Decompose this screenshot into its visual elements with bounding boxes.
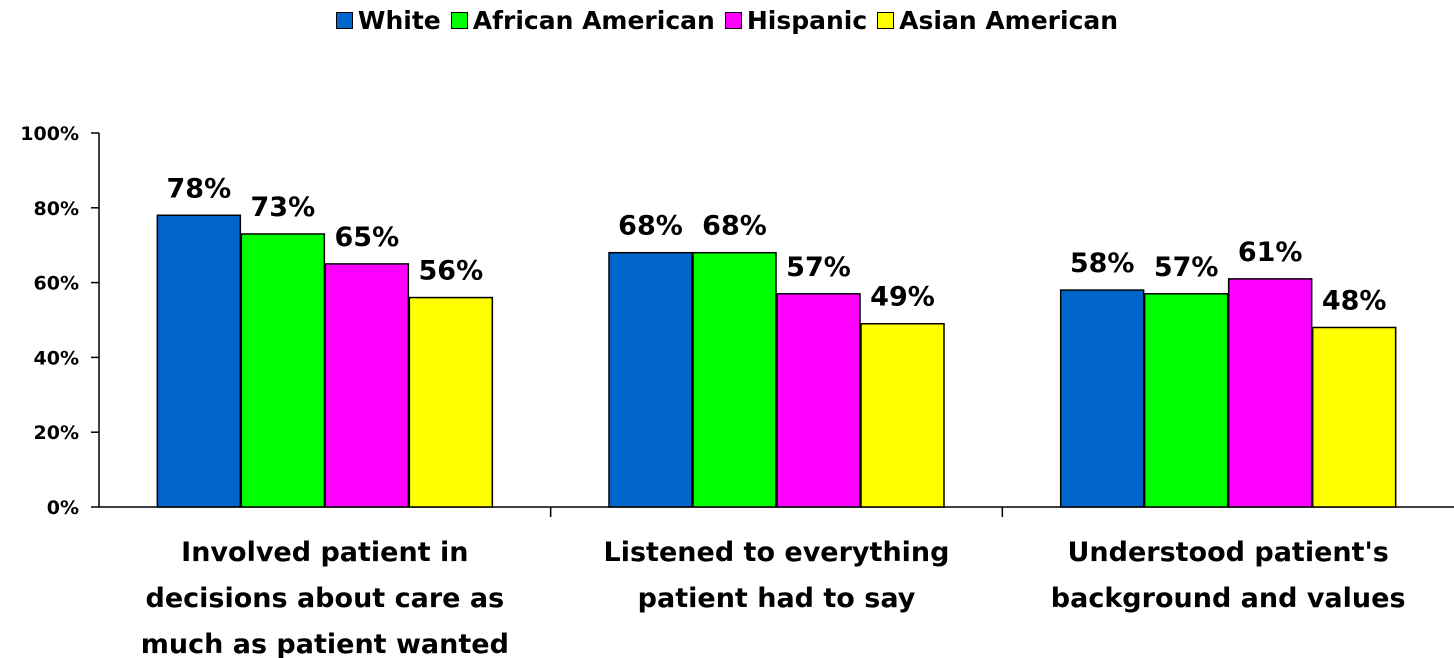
data-label: 73% xyxy=(251,192,316,223)
chart-legend: White African American Hispanic Asian Ameri… xyxy=(0,6,1454,35)
y-tick-label: 0% xyxy=(47,497,79,519)
bar-white xyxy=(156,214,242,508)
data-label: 56% xyxy=(419,256,484,287)
y-tick-label: 80% xyxy=(34,198,79,220)
bar-hispanic xyxy=(324,263,410,508)
y-tick-label: 40% xyxy=(34,347,79,369)
bar-asian-american xyxy=(408,296,494,508)
data-label: 48% xyxy=(1322,285,1387,316)
legend-item-white: White xyxy=(335,6,441,35)
data-label: 65% xyxy=(335,222,400,253)
data-label: 57% xyxy=(1154,252,1219,283)
legend-label: White xyxy=(357,6,441,35)
category-label: much as patient wanted xyxy=(141,629,509,658)
bar-asian-american xyxy=(1311,326,1397,508)
category-label: Involved patient in xyxy=(181,537,468,568)
bar-african-american xyxy=(240,233,326,508)
category-label: patient had to say xyxy=(638,583,916,614)
bar-african-american xyxy=(1143,293,1229,508)
legend-swatch xyxy=(335,12,353,29)
y-tick-label: 20% xyxy=(34,422,79,444)
data-label: 49% xyxy=(870,282,935,313)
legend-item-asian-american: Asian American xyxy=(877,6,1118,35)
category-label: decisions about care as xyxy=(146,583,505,614)
legend-item-hispanic: Hispanic xyxy=(724,6,868,35)
category-label: Understood patient's xyxy=(1067,537,1388,568)
bar-hispanic xyxy=(1227,278,1313,508)
bar-african-american xyxy=(692,251,777,508)
legend-label: Asian American xyxy=(899,6,1119,35)
legend-swatch xyxy=(877,12,895,29)
y-tick-label: 100% xyxy=(20,123,79,145)
data-label: 68% xyxy=(702,211,767,242)
bar-white xyxy=(608,251,693,508)
data-label: 58% xyxy=(1070,248,1135,279)
y-tick-label: 60% xyxy=(34,273,79,295)
legend-swatch xyxy=(450,12,468,29)
data-label: 78% xyxy=(167,173,232,204)
data-label: 61% xyxy=(1238,237,1303,268)
legend-item-african-american: African American xyxy=(450,6,715,35)
category-label: Listened to everything xyxy=(604,537,950,568)
legend-label: African American xyxy=(472,6,715,35)
bar-white xyxy=(1059,289,1145,508)
category-label: background and values xyxy=(1051,583,1406,614)
legend-label: Hispanic xyxy=(746,6,868,35)
legend-swatch xyxy=(724,12,742,29)
data-label: 68% xyxy=(618,211,683,242)
bar-asian-american xyxy=(860,322,945,508)
data-label: 57% xyxy=(786,252,851,283)
bar-hispanic xyxy=(776,293,861,508)
